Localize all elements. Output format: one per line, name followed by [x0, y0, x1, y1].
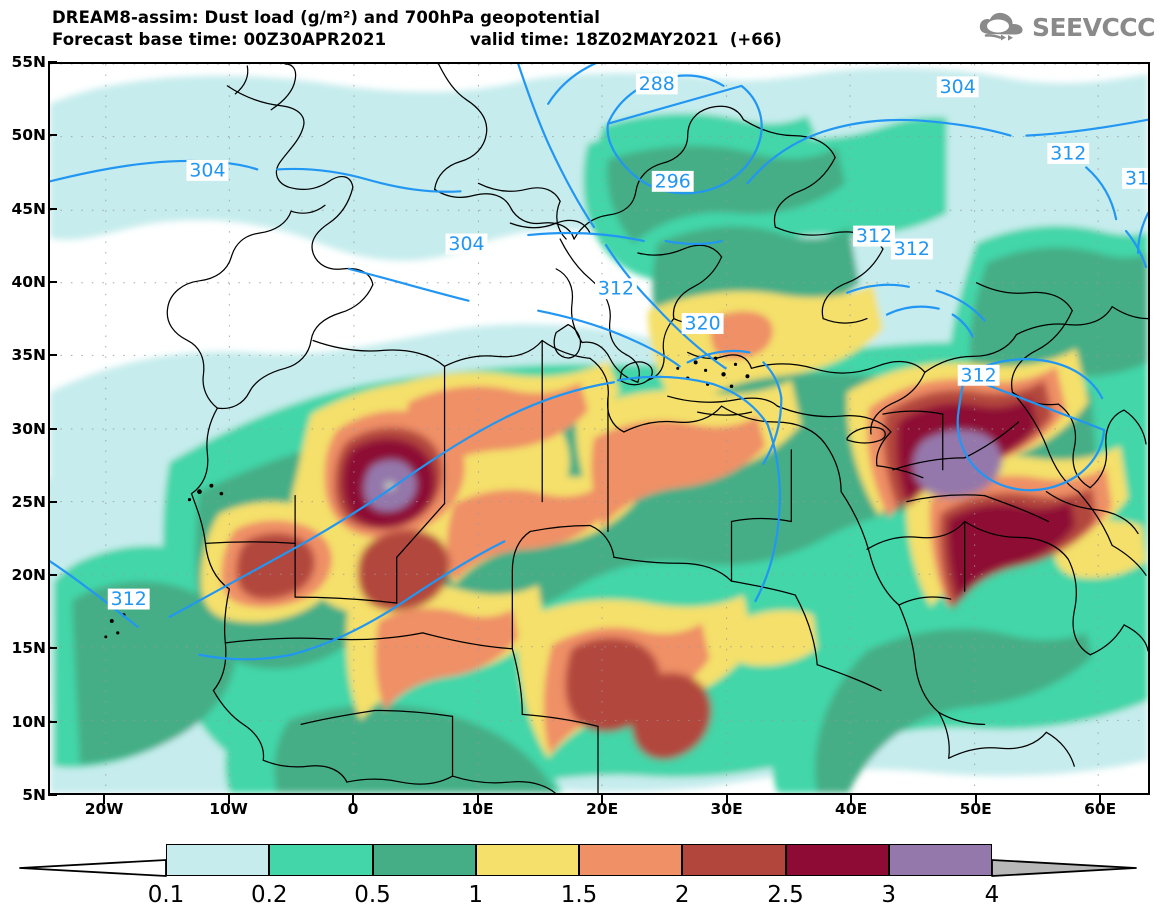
- lon-tick-label-10e: 10E: [461, 800, 494, 818]
- contour-label-304: 304: [936, 76, 979, 98]
- lat-tick-mark: [48, 61, 57, 63]
- lat-tick-label-25n: 25N: [11, 492, 46, 511]
- lat-tick-label-45n: 45N: [11, 199, 46, 218]
- lon-tick-label-30e: 30E: [710, 800, 743, 818]
- svg-text:296: 296: [655, 170, 691, 192]
- colorbar-tick-1-5: 1.5: [560, 882, 598, 908]
- colorbar-segment-2[interactable]: [372, 844, 476, 876]
- lon-tick-label-60e: 60E: [1084, 800, 1117, 818]
- lon-tick-label-40e: 40E: [835, 800, 868, 818]
- dust-load-map: 288304304296312312304312312312320312312: [50, 64, 1148, 793]
- lon-tick-mark: [103, 795, 106, 804]
- contour-label-320: 320: [681, 313, 724, 335]
- lon-tick-label-0: 0: [347, 800, 359, 818]
- lon-tick-mark: [476, 795, 479, 804]
- lat-tick-label-55n: 55N: [11, 53, 46, 71]
- lat-tick-label-35n: 35N: [11, 346, 46, 365]
- svg-text:312: 312: [894, 238, 930, 260]
- colorbar-tick-4: 4: [984, 882, 1000, 908]
- colorbar-segment-6[interactable]: [785, 844, 889, 876]
- lat-tick-mark: [48, 794, 57, 796]
- lon-tick-label-20w: 20W: [84, 800, 124, 818]
- lon-tick-mark: [850, 795, 853, 804]
- lat-tick-label-50n: 50N: [11, 126, 46, 145]
- colorbar-tick-1: 1: [468, 882, 484, 908]
- lon-tick-label-50e: 50E: [959, 800, 992, 818]
- colorbar-tick-3: 3: [881, 882, 897, 908]
- lat-tick-mark: [48, 720, 57, 723]
- svg-text:312: 312: [961, 364, 997, 386]
- lon-tick-mark: [974, 795, 977, 804]
- colorbar-tick-2: 2: [674, 882, 690, 908]
- contour-label-312: 312: [1122, 167, 1148, 189]
- svg-text:312: 312: [1050, 142, 1086, 164]
- svg-text:312: 312: [598, 278, 634, 300]
- colorbar-segment-3[interactable]: [475, 844, 579, 876]
- forecast-base-time: Forecast base time: 00Z30APR2021: [52, 30, 387, 49]
- lat-tick-mark: [48, 427, 57, 430]
- lat-tick-mark: [48, 354, 57, 357]
- lat-tick-label-10n: 10N: [11, 712, 46, 731]
- colorbar-tick-0-1: 0.1: [147, 882, 185, 908]
- colorbar-segment-7[interactable]: [888, 844, 992, 876]
- colorbar-segment-1[interactable]: [269, 844, 373, 876]
- svg-text:288: 288: [639, 73, 675, 95]
- lat-tick-label-40n: 40N: [11, 272, 46, 291]
- contour-label-312: 312: [890, 238, 933, 260]
- lat-tick-mark: [48, 207, 57, 210]
- lat-tick-label-20n: 20N: [11, 566, 46, 585]
- svg-text:304: 304: [940, 76, 976, 98]
- lon-tick-mark: [227, 795, 230, 804]
- contour-label-312: 312: [1047, 142, 1090, 164]
- lat-tick-mark: [48, 647, 57, 650]
- logo-text: SEEVCCC: [1031, 12, 1156, 42]
- svg-text:304: 304: [189, 159, 225, 181]
- lon-tick-label-20e: 20E: [586, 800, 619, 818]
- svg-text:312: 312: [1125, 167, 1148, 189]
- svg-text:320: 320: [685, 313, 721, 335]
- valid-time: valid time: 18Z02MAY2021 (+66): [470, 30, 782, 49]
- contour-label-group: 288304304296312312304312312312320312312: [107, 73, 1148, 610]
- lat-tick-mark: [48, 574, 57, 577]
- lat-tick-label-15n: 15N: [11, 639, 46, 658]
- contour-label-304: 304: [186, 159, 229, 181]
- svg-text:312: 312: [856, 225, 892, 247]
- lat-tick-mark: [48, 134, 57, 137]
- colorbar-tick-0-5: 0.5: [354, 882, 391, 908]
- colorbar-tick-0-2: 0.2: [250, 882, 288, 908]
- geopotential-contours: [50, 64, 1148, 661]
- colorbar-tick-2-5: 2.5: [767, 882, 804, 908]
- lon-tick-mark: [352, 795, 355, 804]
- lon-tick-label-10w: 10W: [209, 800, 248, 818]
- contour-label-312: 312: [595, 278, 637, 300]
- contour-label-296: 296: [651, 170, 694, 192]
- lat-tick-label-5n: 5N: [22, 786, 46, 804]
- lon-tick-mark: [725, 795, 728, 804]
- dust-load-contour-fill: [50, 68, 1148, 793]
- lon-tick-mark: [1099, 795, 1102, 804]
- svg-text:312: 312: [111, 588, 147, 610]
- lon-tick-mark: [601, 795, 604, 804]
- colorbar[interactable]: 0.1 0.2 0.5 1 1.5 2 2.5 3 4: [0, 838, 1165, 908]
- coastlines-and-borders: [104, 64, 1148, 793]
- cloud-icon: [979, 12, 1023, 41]
- chart-header: DREAM8-assim: Dust load (g/m²) and 700hP…: [0, 0, 1165, 56]
- seevccc-logo: SEEVCCC: [976, 8, 1156, 46]
- contour-label-312: 312: [853, 225, 895, 247]
- svg-text:304: 304: [448, 233, 484, 255]
- lat-tick-mark: [48, 280, 57, 283]
- colorbar-segment-4[interactable]: [579, 844, 683, 876]
- colorbar-segment-5[interactable]: [682, 844, 786, 876]
- lat-tick-mark: [48, 500, 57, 503]
- contour-label-304: 304: [445, 233, 488, 255]
- map-plot-area[interactable]: 288304304296312312304312312312320312312: [48, 62, 1150, 795]
- colorbar-segment-0[interactable]: [166, 844, 270, 876]
- contour-label-312: 312: [957, 364, 1000, 386]
- contour-label-288: 288: [635, 73, 678, 95]
- contour-label-312: 312: [107, 588, 150, 610]
- chart-title: DREAM8-assim: Dust load (g/m²) and 700hP…: [52, 8, 601, 27]
- lat-tick-label-30n: 30N: [11, 419, 46, 438]
